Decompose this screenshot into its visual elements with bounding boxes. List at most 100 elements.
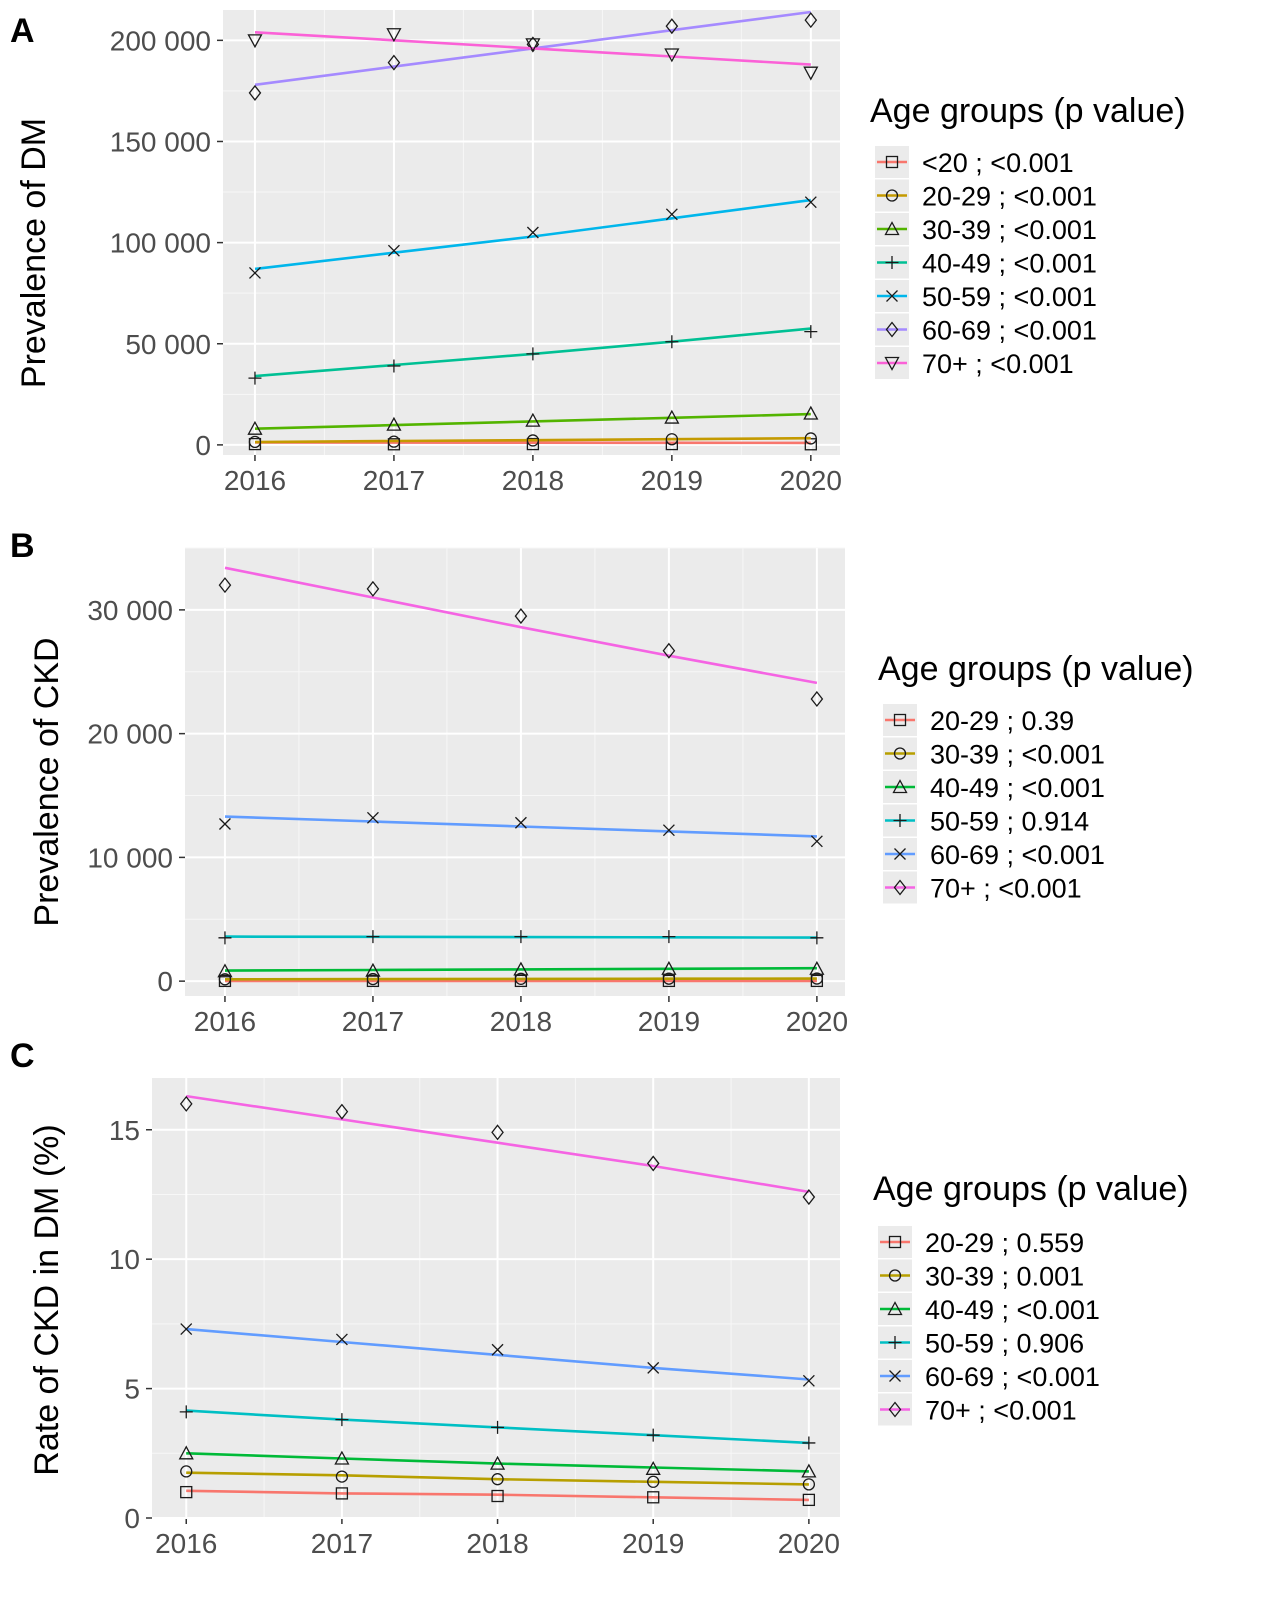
data-point (804, 438, 817, 451)
data-point (802, 1493, 816, 1507)
x-tick-label: 2020 (778, 1528, 840, 1559)
y-tick-label: 0 (124, 1503, 140, 1534)
legend-key-marker (887, 1301, 903, 1316)
legend-key-marker (888, 1336, 902, 1349)
legend-item: <20 ; <0.001 (875, 146, 1074, 178)
series-3 (179, 1405, 816, 1450)
legend-key-marker (888, 1401, 902, 1418)
data-point (802, 1374, 815, 1387)
data-point (217, 963, 233, 978)
data-point (491, 1473, 504, 1486)
chart-panel-c: C 2016 2017 2018 2019 2020 0 5 10 15 Rate of CKD i… (10, 1037, 840, 1559)
data-point (802, 1189, 816, 1206)
legend-item: 30-39 ; <0.001 (883, 737, 1105, 770)
legend-label: 20-29 ; 0.39 (930, 706, 1074, 736)
data-point (218, 931, 232, 945)
series-5 (218, 566, 824, 708)
legend-item: 20-29 ; 0.559 (878, 1226, 1084, 1258)
legend: Age groups (p value) <20 ; <0.001 20-29 ; … (870, 92, 1186, 379)
data-point (804, 12, 818, 29)
data-point (491, 1489, 504, 1503)
legend-label: 20-29 ; <0.001 (922, 182, 1097, 212)
y-tick-label: 30 000 (87, 595, 173, 626)
data-point (804, 432, 817, 445)
data-point (366, 930, 380, 944)
legend-label: 40-49 ; <0.001 (930, 773, 1105, 803)
data-point (491, 1343, 504, 1356)
data-point (810, 835, 823, 848)
legend-label: 70+ ; <0.001 (922, 349, 1074, 379)
data-point (803, 66, 819, 81)
legend-key-marker (884, 356, 900, 371)
data-point (525, 412, 541, 427)
legend-item: 30-39 ; <0.001 (875, 213, 1097, 245)
series-line (186, 1327, 809, 1381)
legend-item: 20-29 ; <0.001 (875, 179, 1097, 212)
series-line (186, 1471, 809, 1486)
legend-label: 50-59 ; 0.914 (930, 807, 1089, 837)
series-0 (180, 1485, 816, 1507)
legend-label: 30-39 ; <0.001 (922, 215, 1097, 245)
data-point (387, 244, 400, 257)
legend-key-marker (888, 1269, 902, 1282)
y-tick-label: 150 000 (110, 126, 211, 157)
data-point (662, 642, 676, 659)
legend-label: 60-69 ; <0.001 (922, 316, 1097, 346)
data-point (491, 1124, 504, 1141)
x-tick-label: 2017 (342, 1006, 404, 1037)
data-point (387, 359, 401, 373)
legend-item: 60-69 ; <0.001 (878, 1360, 1100, 1392)
series-line (254, 436, 811, 444)
legend-key-marker (893, 879, 907, 896)
series-3 (248, 325, 818, 385)
data-point (526, 437, 540, 451)
data-point (665, 208, 678, 221)
data-point (647, 1491, 660, 1504)
x-tick-label: 2020 (780, 465, 842, 496)
data-point (248, 371, 262, 385)
y-tick-label: 15 (109, 1115, 140, 1146)
data-point (179, 1405, 193, 1419)
legend-label: 30-39 ; <0.001 (930, 740, 1105, 770)
legend-label: 40-49 ; <0.001 (922, 249, 1097, 279)
data-point (365, 962, 381, 977)
data-point (514, 816, 527, 829)
data-point (647, 1475, 660, 1488)
data-point (662, 930, 676, 944)
series-2 (178, 1445, 817, 1478)
chart-panel-a: A 2016 2017 2018 2019 2020 0 50 000 100 000 150 0… (10, 10, 842, 496)
data-point (809, 960, 825, 975)
data-point (366, 972, 380, 986)
series-1 (248, 432, 817, 449)
plot-background (185, 548, 845, 996)
y-tick-label: 20 000 (87, 719, 173, 750)
data-point (646, 1155, 660, 1172)
data-point (804, 196, 817, 209)
data-point (366, 811, 379, 824)
data-point (489, 1455, 506, 1470)
data-point (366, 580, 380, 597)
series-1 (180, 1465, 816, 1491)
data-point (662, 972, 676, 985)
legend-title: Age groups (p value) (878, 650, 1194, 688)
plot-background (223, 10, 840, 455)
series-2 (217, 960, 825, 978)
x-tick-label: 2016 (155, 1528, 217, 1559)
series-line (224, 977, 817, 981)
series-line (186, 1452, 809, 1473)
legend-item: 50-59 ; <0.001 (875, 280, 1097, 312)
y-axis-label: Rate of CKD in DM (%) (28, 1124, 66, 1475)
legend-item: 70+ ; <0.001 (878, 1393, 1077, 1426)
data-point (810, 931, 824, 945)
data-point (665, 18, 679, 35)
y-tick-label: 50 000 (125, 329, 211, 360)
data-point (335, 1413, 349, 1427)
data-point (386, 416, 402, 431)
legend-key-marker (885, 155, 899, 169)
y-tick-label: 200 000 (110, 25, 211, 56)
y-tick-label: 0 (195, 430, 211, 461)
data-point (179, 1095, 193, 1112)
data-point (801, 1463, 817, 1478)
legend-key-marker (893, 814, 907, 827)
